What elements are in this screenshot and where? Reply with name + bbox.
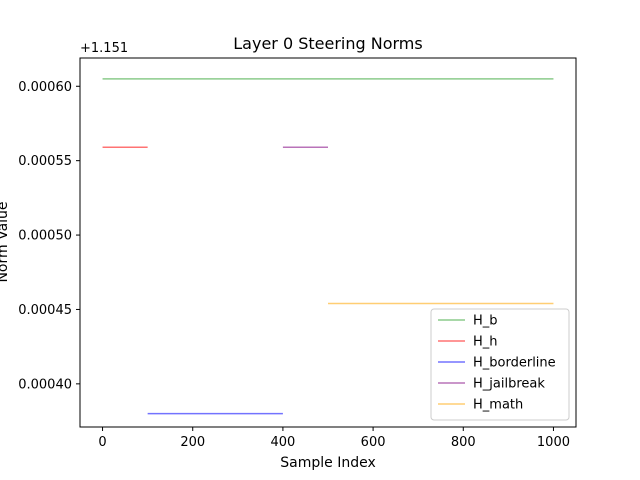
y-axis-label: Norm Value (0, 201, 11, 282)
x-tick-label: 600 (361, 435, 386, 450)
plot-area (79, 57, 577, 428)
y-offset-label: +1.151 (80, 41, 128, 56)
y-axis: 0.00040 0.00045 0.00050 0.00055 0.00060 (18, 80, 80, 392)
legend-box (430, 308, 570, 421)
x-tick-label: 800 (451, 435, 476, 450)
x-axis-label: Sample Index (280, 455, 375, 471)
legend-label-h-jailbreak: H_jailbreak (473, 377, 545, 392)
y-tick-label: 0.00055 (18, 154, 72, 169)
x-axis: 0 200 400 600 800 1000 (98, 427, 570, 450)
legend-label-h-borderline: H_borderline (473, 356, 556, 371)
x-tick-label: 400 (270, 435, 295, 450)
x-tick-label: 0 (98, 435, 106, 450)
legend: H_b H_h H_borderline H_jailbreak H_math (430, 308, 570, 421)
y-tick-label: 0.00060 (18, 80, 72, 95)
y-tick-label: 0.00040 (18, 377, 72, 392)
plot-lines (102, 78, 554, 415)
chart-title: Layer 0 Steering Norms (233, 34, 422, 53)
legend-label-h-h: H_h (473, 335, 498, 350)
y-tick-label: 0.00050 (18, 229, 72, 244)
x-tick-label: 1000 (537, 435, 570, 450)
x-tick-label: 200 (180, 435, 205, 450)
legend-label-h-b: H_b (473, 314, 498, 329)
legend-label-h-math: H_math (473, 398, 523, 413)
y-tick-label: 0.00045 (18, 303, 72, 318)
